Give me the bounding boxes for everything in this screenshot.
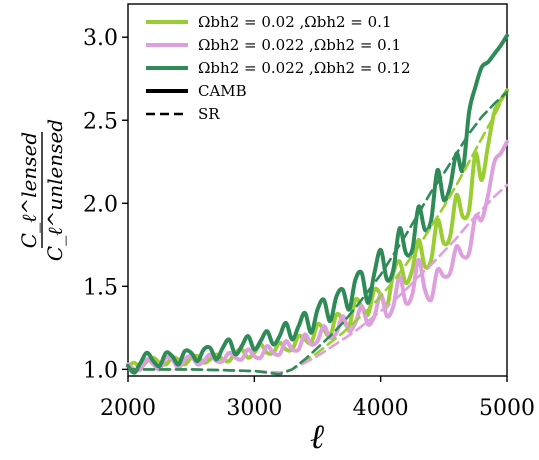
legend-entry: Ωbh2 = 0.02 ,Ωbh2 = 0.1 [146,13,391,31]
series-line-5-sr [126,90,509,376]
legend-label: Ωbh2 = 0.022 ,Ωbh2 = 0.1 [198,36,401,54]
legend-entry: Ωbh2 = 0.022 ,Ωbh2 = 0.1 [146,36,401,54]
x-axis-label: ℓ [310,417,324,457]
series-line-2-camb [126,33,509,375]
legend-label: Ωbh2 = 0.022 ,Ωbh2 = 0.12 [198,59,411,77]
y-tick-label: 1.5 [83,275,118,300]
legend-entry: CAMB [146,82,247,100]
y-axis-label-denominator: C_ℓ^unlensed [43,119,67,261]
legend-label: CAMB [198,82,247,100]
y-axis-label: C_ℓ^lensed C_ℓ^unlensed [17,119,67,261]
legend-entry: SR [146,105,220,123]
legend-entry: Ωbh2 = 0.022 ,Ωbh2 = 0.12 [146,59,411,77]
y-axis-label-numerator: C_ℓ^lensed [17,132,41,248]
x-tick-label: 2000 [100,396,156,421]
y-tick-label: 2.5 [83,109,118,134]
axes-frame [127,3,508,377]
x-ticks: 2000 3000 4000 5000 [100,376,535,421]
x-tick-label: 4000 [353,396,409,421]
y-tick-label: 1.0 [83,358,118,383]
legend-label: SR [198,105,220,123]
x-tick-label: 5000 [479,396,535,421]
y-ticks: 1.0 1.5 2.0 2.5 3.0 [83,26,128,383]
series-line-4-sr [126,183,509,374]
y-tick-label: 2.0 [83,192,118,217]
legend: Ωbh2 = 0.02 ,Ωbh2 = 0.1 Ωbh2 = 0.022 ,Ωbh… [146,13,411,123]
y-tick-label: 3.0 [83,26,118,51]
plot-area: 2000 3000 4000 5000 1.0 1.5 2.0 2.5 3.0 [83,3,535,421]
series-line-0-camb [126,88,509,370]
x-tick-label: 3000 [226,396,282,421]
series-layer [126,33,509,376]
legend-label: Ωbh2 = 0.02 ,Ωbh2 = 0.1 [198,13,391,31]
